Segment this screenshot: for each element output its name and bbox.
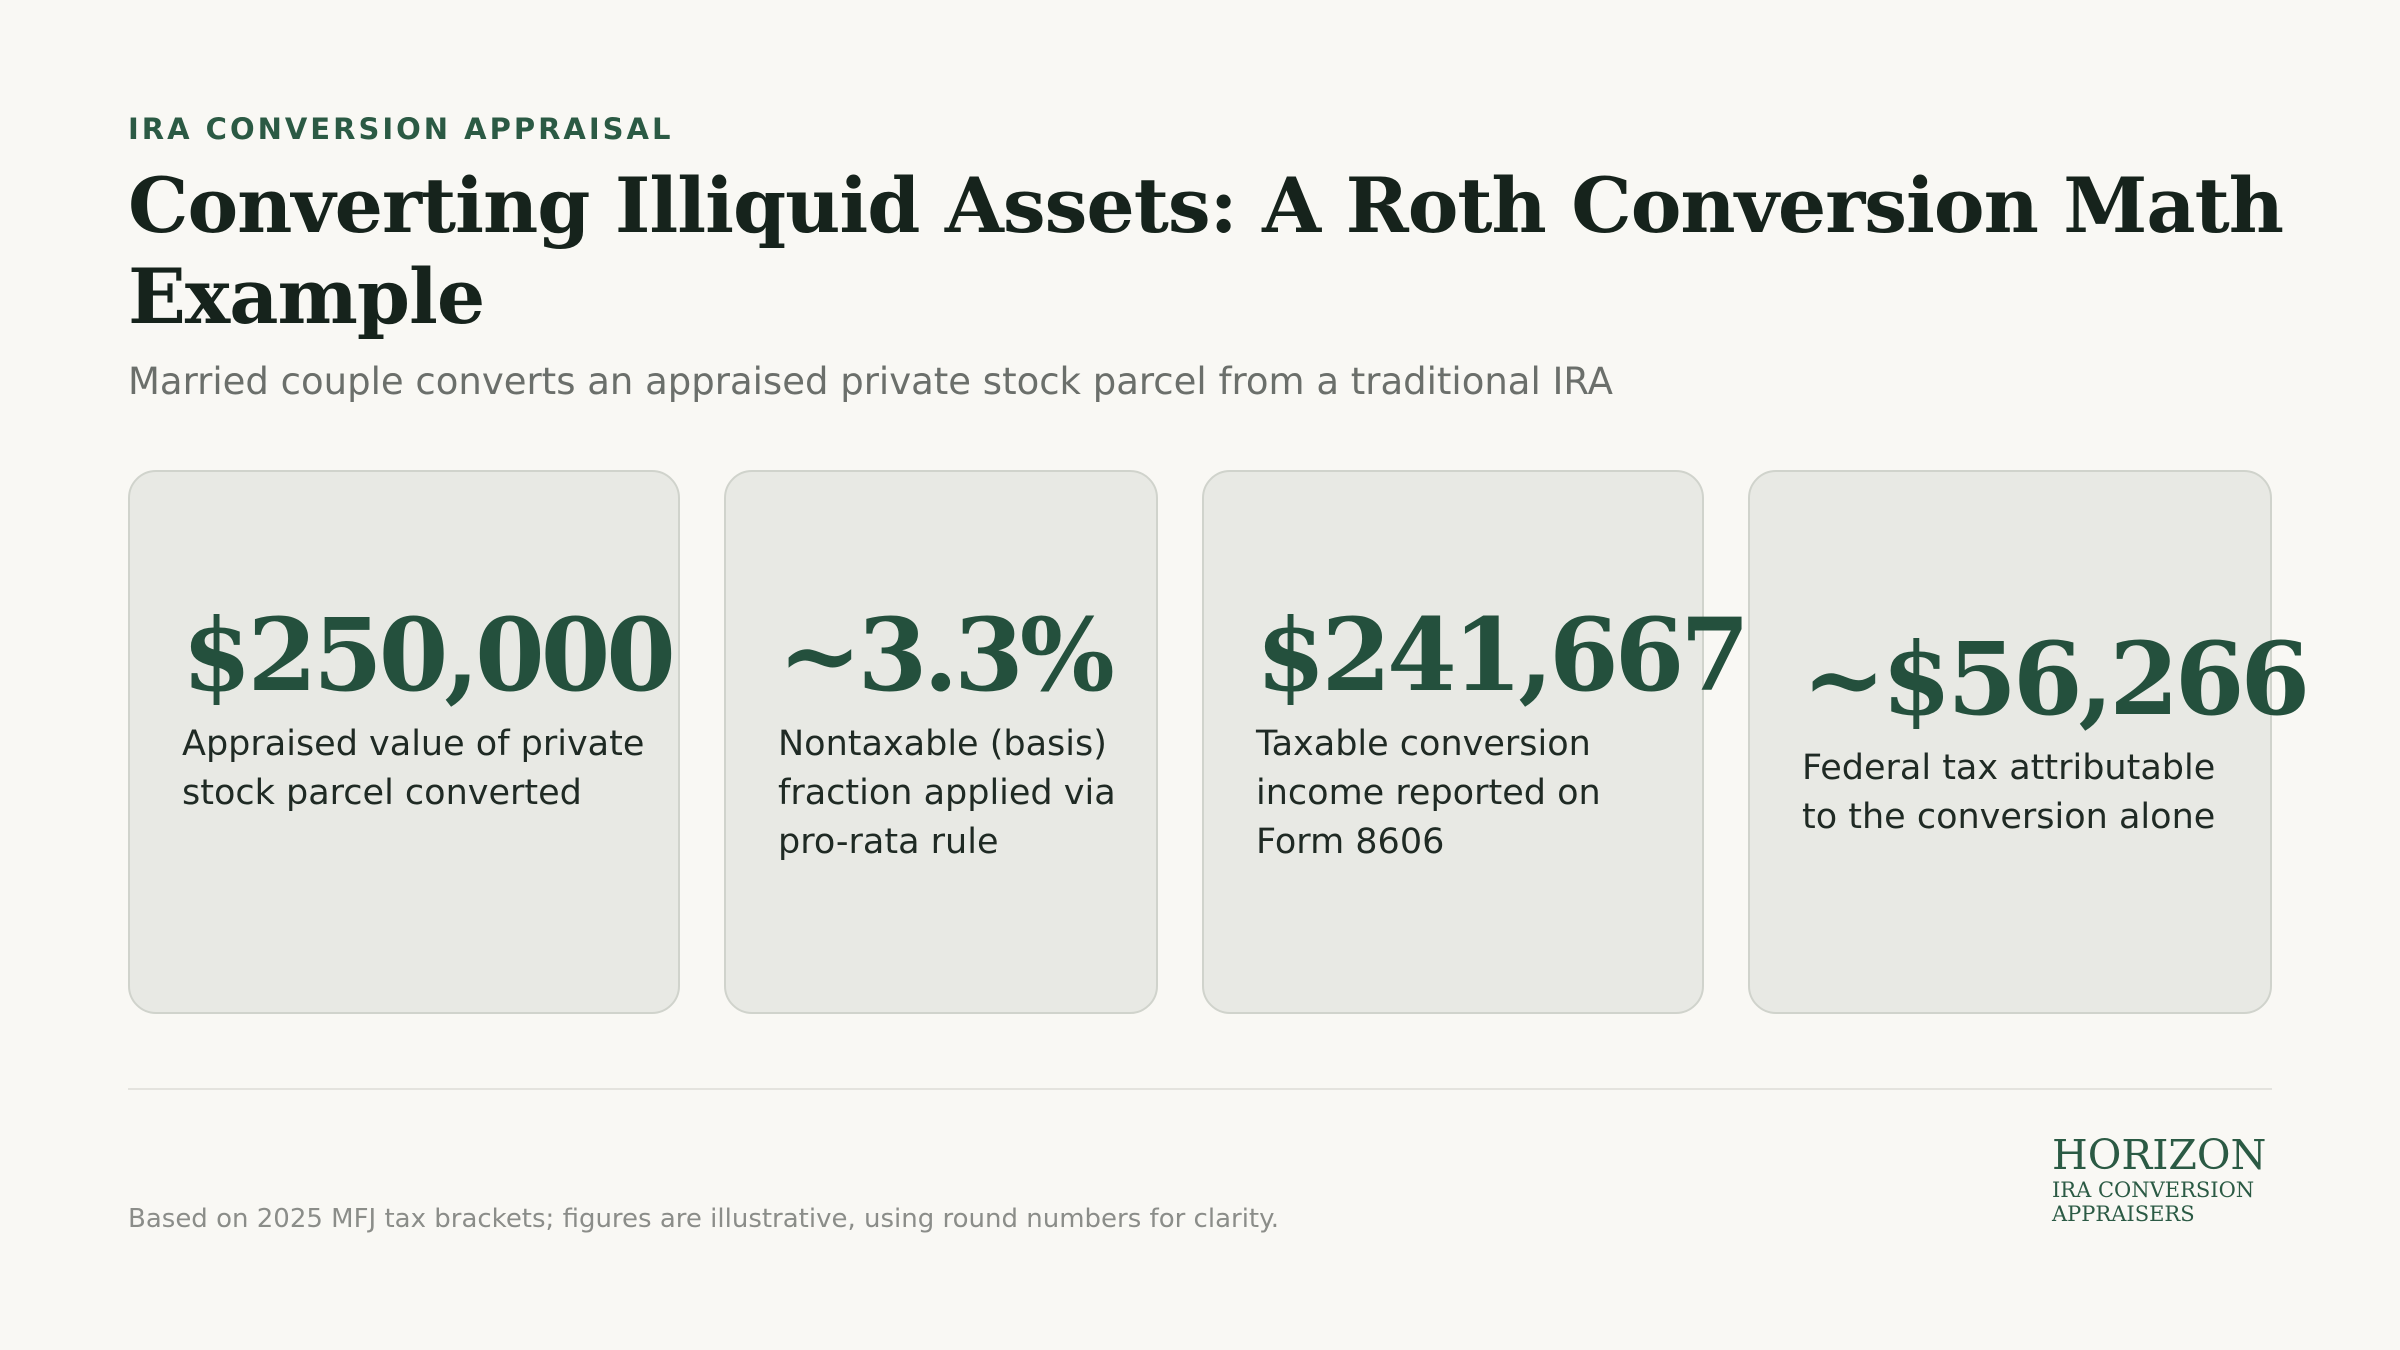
page-subtitle: Married couple converts an appraised pri…	[128, 360, 1613, 403]
logo-name: HORIZON	[2052, 1131, 2267, 1179]
stat-card-taxable-income: $241,667 Taxable conversion income repor…	[1202, 470, 1750, 1014]
stat-label: Federal tax attributable to the conversi…	[1802, 748, 2216, 837]
page-title: Converting Illiquid Assets: A Roth Conve…	[128, 161, 2284, 341]
logo-subtitle: IRA CONVERSION APPRAISERS	[2052, 1178, 2255, 1226]
stat-label: Taxable conversion income reported on Fo…	[1256, 724, 1601, 862]
stat-value: $241,667	[1256, 596, 1750, 714]
eyebrow-label: IRA CONVERSION APPRAISAL	[128, 112, 674, 146]
footnote: Based on 2025 MFJ tax brackets; figures …	[128, 1204, 1280, 1234]
stat-value: ~$56,266	[1802, 620, 2310, 738]
stat-card-appraised-value: $250,000 Appraised value of private stoc…	[128, 470, 680, 1014]
stat-label: Appraised value of private stock parcel …	[182, 724, 645, 813]
brand-logo: HORIZON IRA CONVERSION APPRAISERS	[2052, 1132, 2272, 1226]
stat-card-federal-tax: ~$56,266 Federal tax attributable to the…	[1748, 470, 2310, 1014]
stat-label: Nontaxable (basis) fraction applied via …	[778, 724, 1116, 862]
stat-card-basis-fraction: ~3.3% Nontaxable (basis) fraction applie…	[724, 470, 1158, 1014]
divider	[128, 1088, 2272, 1090]
stat-value: ~3.3%	[778, 596, 1115, 714]
stat-value: $250,000	[182, 596, 676, 714]
